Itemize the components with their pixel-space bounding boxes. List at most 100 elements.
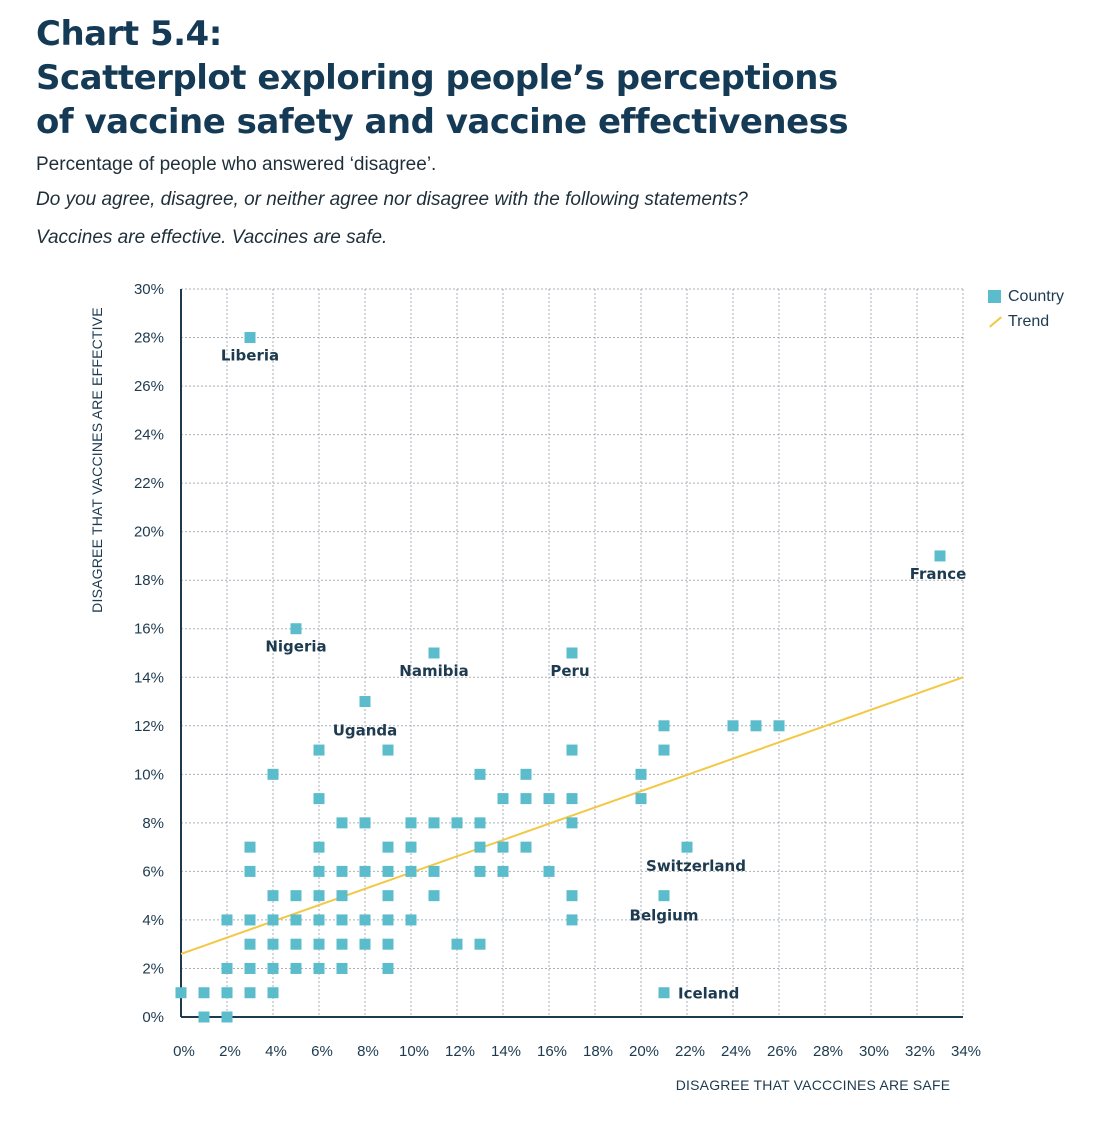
trend-layer [180, 676, 964, 955]
data-point [773, 720, 785, 732]
y-tick-label: 12% [134, 718, 164, 735]
data-point [520, 841, 532, 853]
data-point [313, 841, 325, 853]
x-tick-label: 10% [399, 1043, 429, 1060]
data-point [405, 914, 417, 926]
data-point [474, 865, 486, 877]
data-point [359, 914, 371, 926]
x-tick-label: 2% [219, 1043, 241, 1060]
x-tick-label: 34% [951, 1043, 981, 1060]
data-point [658, 744, 670, 756]
y-tick-label: 10% [134, 766, 164, 783]
data-point [382, 914, 394, 926]
data-point [290, 938, 302, 950]
data-point [313, 938, 325, 950]
country-label: Liberia [221, 347, 279, 365]
data-point [359, 696, 371, 708]
data-point [336, 938, 348, 950]
data-point [221, 987, 233, 999]
x-tick-label: 18% [583, 1043, 613, 1060]
chart-number: Chart 5.4: [36, 14, 222, 54]
data-point [313, 914, 325, 926]
legend-label-country: Country [1008, 287, 1065, 305]
x-tick-label: 16% [537, 1043, 567, 1060]
y-tick-label: 30% [134, 281, 164, 298]
data-point [313, 744, 325, 756]
data-point [382, 962, 394, 974]
data-point [750, 720, 762, 732]
legend-label-trend: Trend [1008, 312, 1050, 330]
legend-square-icon [988, 290, 1001, 303]
points-layer [175, 332, 946, 1023]
data-point [405, 841, 417, 853]
data-point [267, 987, 279, 999]
axes: 0% 2% 4% 6% 8% 10% 12% 14% 16% 18% 20% 22% 24% 26% 28%… [89, 281, 981, 1093]
data-point [382, 865, 394, 877]
data-point [566, 647, 578, 659]
x-tick-label: 14% [491, 1043, 521, 1060]
x-tick-label: 26% [767, 1043, 797, 1060]
chart-subtitle: Percentage of people who answered ‘disag… [36, 154, 437, 175]
data-point [336, 890, 348, 902]
data-point [267, 890, 279, 902]
data-point [267, 914, 279, 926]
country-label: Belgium [630, 907, 699, 925]
data-point [681, 841, 693, 853]
data-point [221, 1011, 233, 1023]
y-tick-label: 16% [134, 621, 164, 638]
y-tick-label: 2% [142, 960, 164, 977]
data-point [428, 647, 440, 659]
data-point [244, 865, 256, 877]
data-point [934, 550, 946, 562]
legend-item-trend: Trend [988, 309, 1064, 334]
data-point [428, 865, 440, 877]
x-tick-label: 6% [311, 1043, 333, 1060]
data-point [497, 865, 509, 877]
data-point [566, 793, 578, 805]
trend-line [180, 676, 964, 955]
data-point [336, 817, 348, 829]
country-label: Peru [550, 662, 589, 680]
labels-layer: Liberia France Nigeria Namibia Peru Uganda Swi… [221, 347, 966, 1003]
data-point [313, 793, 325, 805]
data-point [290, 890, 302, 902]
data-point [313, 890, 325, 902]
y-tick-label: 6% [142, 863, 164, 880]
chart-title-line-2: of vaccine safety and vaccine effectiven… [36, 102, 849, 142]
data-point [313, 865, 325, 877]
data-point [382, 841, 394, 853]
x-tick-label: 20% [629, 1043, 659, 1060]
data-point [244, 962, 256, 974]
y-axis-title: DISAGREE THAT VACCINES ARE EFFECTIVE [89, 307, 105, 613]
x-axis-title: DISAGREE THAT VACCCINES ARE SAFE [676, 1077, 951, 1093]
data-point [244, 914, 256, 926]
data-point [359, 938, 371, 950]
y-tick-label: 8% [142, 815, 164, 832]
x-tick-label: 12% [445, 1043, 475, 1060]
survey-statements: Vaccines are effective. Vaccines are saf… [36, 227, 388, 248]
data-point [635, 793, 647, 805]
data-point [221, 962, 233, 974]
survey-question: Do you agree, disagree, or neither agree… [36, 189, 748, 210]
data-point [290, 623, 302, 635]
data-point [198, 987, 210, 999]
data-point [520, 768, 532, 780]
data-point [474, 768, 486, 780]
data-point [290, 914, 302, 926]
data-point [336, 865, 348, 877]
data-point [451, 938, 463, 950]
y-tick-label: 28% [134, 330, 164, 347]
data-point [635, 768, 647, 780]
data-point [566, 817, 578, 829]
data-point [474, 817, 486, 829]
country-label: Iceland [678, 985, 739, 1003]
x-tick-label: 0% [173, 1043, 195, 1060]
data-point [244, 987, 256, 999]
y-tick-label: 14% [134, 669, 164, 686]
grid-lines [181, 288, 964, 1017]
data-point [267, 768, 279, 780]
y-tick-label: 18% [134, 572, 164, 589]
data-point [313, 962, 325, 974]
y-tick-label: 0% [142, 1009, 164, 1026]
